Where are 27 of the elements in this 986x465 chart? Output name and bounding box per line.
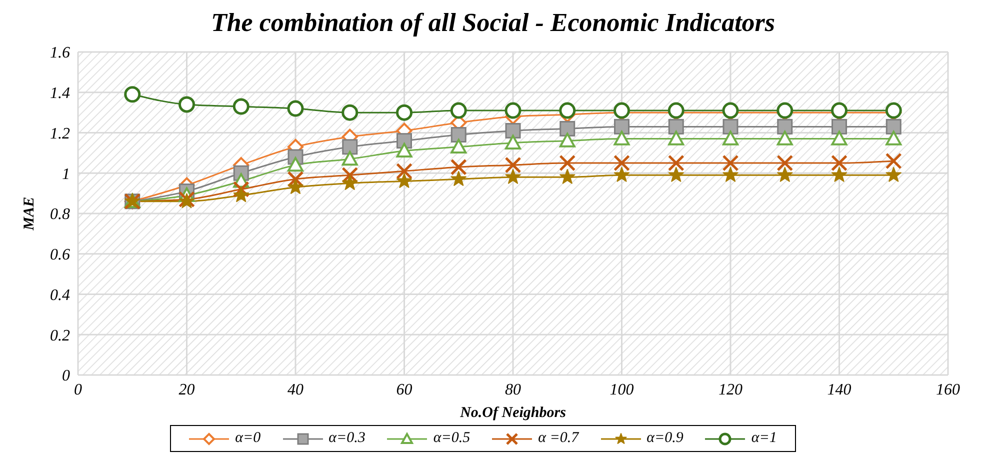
y-tick-label: 1.2 [50, 125, 70, 142]
legend-label: α=0.3 [328, 430, 366, 447]
x-tick-label: 120 [718, 381, 742, 398]
x-tick-label: 60 [396, 381, 412, 398]
y-tick-label: 0.8 [50, 206, 70, 224]
x-tick-label: 0 [74, 381, 82, 398]
y-tick-label: 1.6 [50, 44, 70, 62]
x-tick-label: 40 [288, 381, 304, 398]
y-axis-title: MAE [21, 196, 38, 232]
x-tick-label: 20 [178, 381, 195, 398]
x-tick-label: 100 [610, 381, 634, 398]
chart-title: The combination of all Social - Economic Indicators [210, 8, 776, 39]
legend-label: α=0.5 [433, 430, 470, 447]
y-tick-label: 0.4 [50, 286, 70, 304]
x-tick-label: 140 [827, 381, 852, 398]
y-tick-label: 1 [62, 166, 70, 183]
legend-label: α =0.7 [538, 430, 579, 447]
y-tick-label: 0.2 [50, 327, 70, 344]
x-tick-label: 80 [505, 381, 521, 398]
legend-label: α=0.9 [646, 430, 684, 447]
legend-label: α=0 [235, 430, 261, 447]
x-axis-title: No.Of Neighbors [459, 405, 566, 421]
y-tick-label: 0.6 [50, 246, 70, 264]
y-tick-label: 1.4 [50, 85, 70, 102]
x-tick-label: 160 [936, 381, 960, 398]
y-tick-label: 0 [62, 368, 70, 385]
legend-label: α=1 [751, 430, 777, 447]
